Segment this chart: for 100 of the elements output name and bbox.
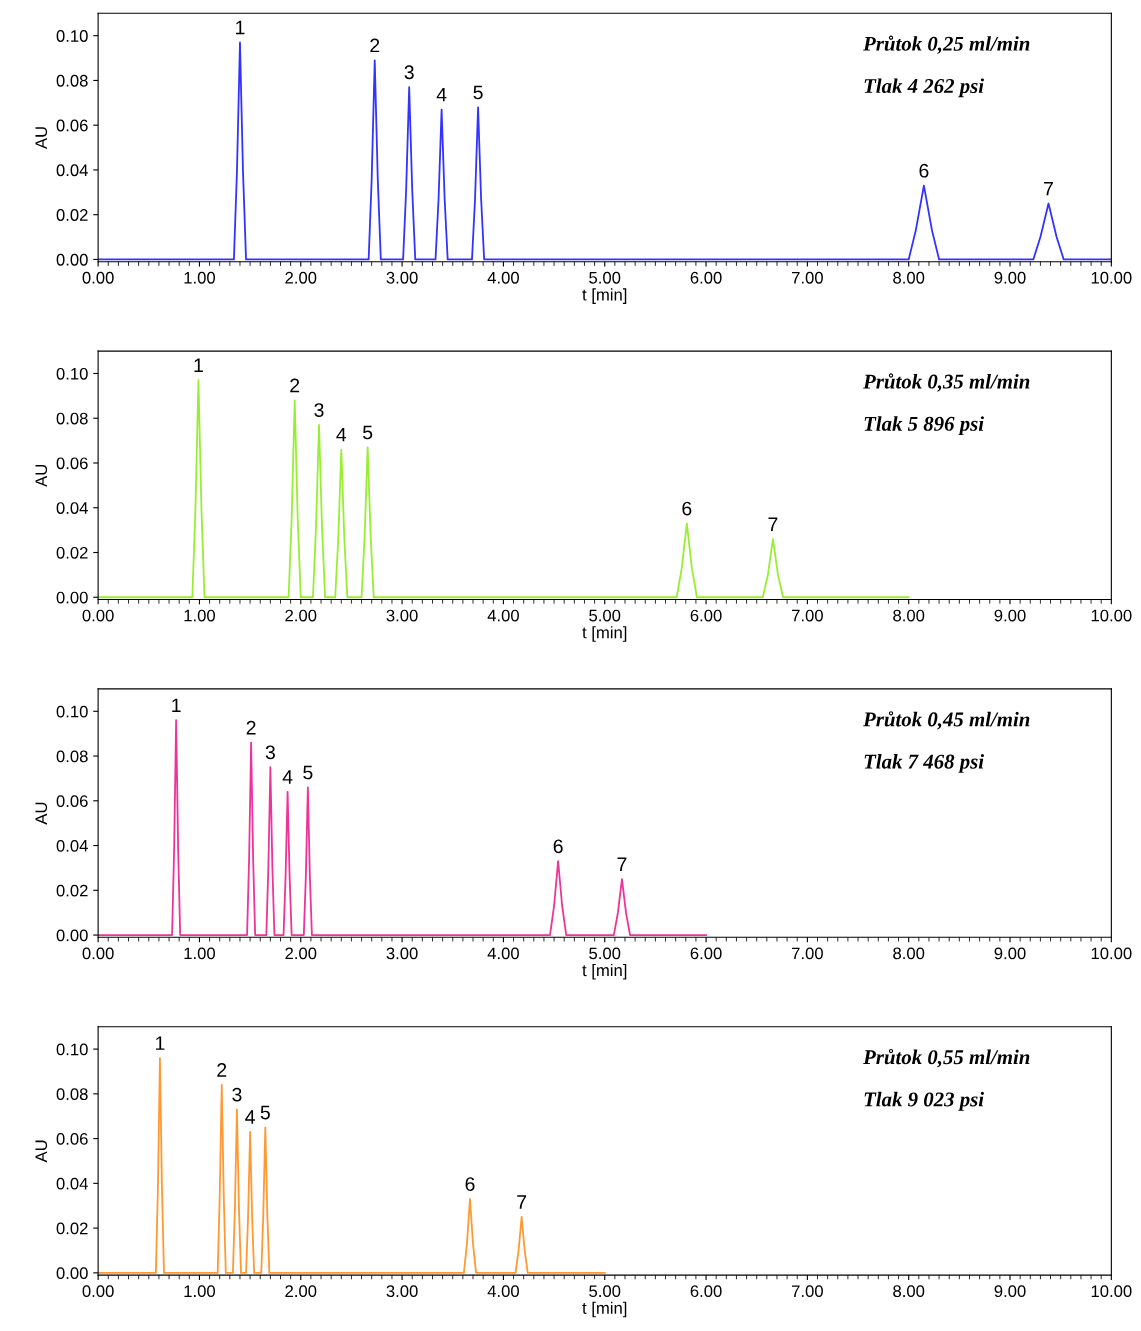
annotation: 7: [1044, 181, 1053, 196]
x-tick-label: 1.00: [184, 1285, 216, 1298]
x-tick-label: 10.00: [1091, 1285, 1132, 1298]
y-tick-label: 0.00: [56, 253, 88, 266]
x-tick-label: 5.00: [589, 271, 621, 284]
y-tick-label: 0.04: [56, 502, 88, 514]
x-tick-label: 9.00: [994, 947, 1026, 960]
x-tick-label: 0.00: [82, 947, 114, 960]
annotation: 4: [245, 1110, 255, 1124]
x-tick-label: 8.00: [893, 1285, 925, 1298]
annotation: 1: [236, 20, 245, 35]
x-tick-label: 6.00: [690, 271, 722, 284]
annotation: 1: [172, 698, 181, 713]
x-tick-label: 9.00: [994, 271, 1026, 284]
y-tick-label: 0.00: [56, 591, 88, 604]
y-tick-label: 0.10: [56, 1043, 88, 1056]
y-tick-label: 0.06: [56, 457, 88, 470]
y-axis-title: AU: [35, 802, 48, 825]
annotation: 1: [194, 358, 203, 372]
x-tick-label: 7.00: [792, 609, 823, 622]
x-tick-label: 7.00: [792, 271, 823, 284]
y-tick-label: 0.02: [56, 884, 88, 897]
annotation: 3: [265, 745, 275, 760]
annotation: 3: [404, 65, 414, 80]
annotation: Průtok 0,55 ml/min: [863, 1048, 1030, 1068]
x-tick-label: 1.00: [184, 609, 216, 622]
y-tick-label: 0.06: [56, 795, 88, 807]
y-tick-label: 0.08: [56, 412, 88, 425]
x-tick-label: 7.00: [792, 1285, 823, 1298]
annotation: Tlak 7 468 psi: [864, 753, 984, 773]
y-tick-label: 0.08: [56, 74, 88, 87]
y-axis-title: AU: [35, 1140, 48, 1163]
annotation: 3: [314, 403, 324, 417]
annotation: 7: [617, 857, 627, 871]
y-tick-label: 0.04: [56, 164, 88, 177]
annotation: 5: [303, 765, 313, 780]
x-tick-label: 2.00: [285, 947, 317, 960]
x-tick-label: 10.00: [1091, 609, 1132, 622]
x-tick-label: 3.00: [386, 1285, 418, 1298]
x-tick-label: 5.00: [589, 947, 621, 960]
x-tick-label: 7.00: [792, 947, 823, 960]
x-axis-title: t [min]: [582, 626, 627, 642]
x-tick-label: 1.00: [184, 271, 216, 284]
x-tick-label: 9.00: [994, 609, 1026, 622]
annotation: 4: [336, 427, 347, 442]
annotation: 3: [232, 1087, 242, 1102]
x-tick-label: 1.00: [184, 947, 216, 960]
line-series: [98, 1057, 606, 1274]
annotation: 2: [217, 1063, 227, 1077]
annotation: 4: [436, 87, 447, 102]
x-tick-label: 6.00: [690, 609, 722, 622]
y-axis-title: AU: [35, 127, 48, 150]
x-tick-label: 2.00: [285, 609, 317, 622]
annotation: 6: [919, 163, 929, 178]
x-tick-label: 8.00: [893, 271, 925, 284]
x-axis-title: t [min]: [582, 963, 627, 980]
y-tick-label: 0.00: [56, 1267, 88, 1280]
annotation: Tlak 4 262 psi: [864, 78, 984, 98]
annotation: 2: [246, 720, 256, 735]
x-axis-title: t [min]: [582, 1301, 627, 1318]
annotation: Průtok 0,25 ml/min: [863, 35, 1030, 54]
x-tick-label: 0.00: [82, 271, 114, 284]
x-tick-label: 4.00: [487, 609, 519, 622]
x-tick-label: 6.00: [690, 1285, 722, 1298]
y-tick-label: 0.06: [56, 1133, 88, 1145]
y-axis-title: AU: [35, 465, 48, 487]
y-tick-label: 0.04: [56, 839, 88, 852]
y-tick-label: 0.00: [56, 929, 88, 942]
x-tick-label: 2.00: [285, 271, 317, 284]
x-axis-title: t [min]: [582, 288, 627, 304]
annotation: Tlak 5 896 psi: [864, 416, 984, 436]
annotation: 2: [370, 38, 380, 53]
y-tick-label: 0.04: [56, 1177, 88, 1190]
y-tick-label: 0.02: [56, 209, 88, 221]
y-tick-label: 0.02: [56, 546, 88, 559]
x-tick-label: 2.00: [285, 1285, 317, 1298]
line-series: [98, 719, 707, 936]
annotation: Tlak 9 023 psi: [864, 1091, 984, 1111]
x-tick-label: 4.00: [487, 271, 519, 284]
x-tick-label: 4.00: [487, 1285, 519, 1298]
x-tick-label: 0.00: [82, 1285, 114, 1298]
x-tick-label: 3.00: [386, 271, 418, 284]
x-tick-label: 3.00: [386, 947, 418, 960]
y-tick-label: 0.06: [56, 119, 88, 132]
x-tick-label: 10.00: [1091, 947, 1132, 960]
y-tick-label: 0.10: [56, 705, 88, 718]
y-tick-label: 0.10: [56, 30, 88, 42]
x-tick-label: 0.00: [82, 609, 114, 622]
y-tick-label: 0.08: [56, 750, 88, 763]
x-tick-label: 4.00: [487, 947, 519, 960]
annotation: 6: [553, 839, 563, 854]
x-tick-label: 5.00: [589, 609, 621, 622]
annotation: Průtok 0,45 ml/min: [863, 711, 1030, 730]
x-tick-label: 9.00: [994, 1285, 1026, 1298]
x-tick-label: 8.00: [893, 947, 925, 960]
y-tick-label: 0.02: [56, 1222, 88, 1235]
annotation: 7: [517, 1195, 527, 1209]
annotation: 5: [473, 85, 483, 100]
y-tick-label: 0.08: [56, 1088, 88, 1101]
y-tick-label: 0.10: [56, 367, 88, 380]
